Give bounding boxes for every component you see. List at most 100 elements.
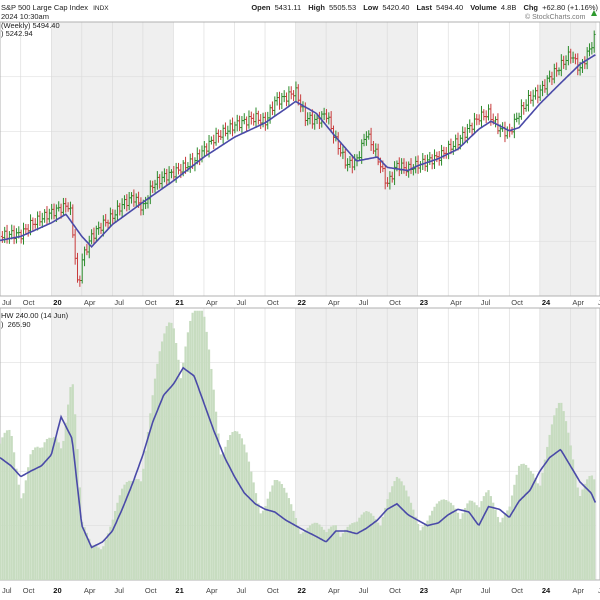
volume-bar	[513, 484, 516, 580]
volume-bar	[85, 532, 89, 580]
volume-bar	[311, 523, 314, 580]
volume-bar	[160, 341, 164, 580]
volume-bar	[172, 328, 175, 580]
volume-bar	[132, 481, 135, 580]
volume-bar	[217, 433, 220, 580]
volume-bar	[10, 436, 13, 580]
x-tick-label: Ju	[598, 298, 600, 307]
volume-bar	[381, 516, 384, 580]
x-tick-label: 21	[175, 298, 183, 307]
volume-bar	[541, 472, 544, 580]
volume-bar	[142, 468, 145, 580]
up-arrow-icon	[591, 10, 597, 16]
volume-bar	[45, 438, 49, 580]
volume-bar	[339, 536, 342, 580]
volume-bar	[285, 492, 288, 580]
volume-bar	[308, 525, 312, 580]
volume-bar	[250, 471, 253, 580]
volume-bar	[283, 487, 286, 580]
volume-bar	[522, 463, 525, 580]
volume-bar	[3, 432, 6, 580]
volume-bar	[318, 524, 321, 580]
volume-bar	[243, 444, 246, 580]
volume-bar	[532, 473, 535, 580]
volume-bar	[24, 480, 27, 580]
open-value: 5431.11	[275, 3, 302, 12]
x-tick-label: 20	[53, 586, 61, 595]
volume-bar	[92, 545, 96, 580]
x-tick-label: Oct	[511, 586, 524, 595]
volume-bar	[207, 349, 211, 580]
volume-bar	[461, 513, 464, 580]
volume-bar	[12, 452, 16, 580]
volume-bar	[231, 432, 234, 580]
volume-bar	[259, 513, 262, 580]
volume-bar	[229, 435, 232, 580]
x-tick-label: Jul	[2, 298, 12, 307]
x-tick-label: Oct	[145, 586, 158, 595]
volume-bar	[581, 489, 584, 580]
volume-bar	[362, 512, 366, 580]
volume-bar	[175, 342, 178, 580]
volume-bar	[501, 517, 504, 580]
x-tick-label: Jul	[236, 298, 246, 307]
volume-bar	[139, 481, 143, 580]
x-tick-label: Apr	[328, 298, 340, 307]
volume-bar	[29, 454, 32, 580]
volume-bar	[17, 484, 20, 580]
volume-bar	[158, 351, 161, 580]
price-legend: (Weekly) 5494.40	[1, 21, 60, 30]
volume-bar	[294, 517, 298, 580]
last-value: 5494.40	[436, 3, 463, 12]
volume-bar	[69, 387, 72, 580]
x-tick-label: Apr	[450, 586, 462, 595]
volume-bar	[113, 511, 117, 580]
x-tick-label: Jul	[359, 586, 369, 595]
volume-bar	[409, 502, 413, 580]
x-tick-label: Jul	[481, 298, 491, 307]
volume-bar	[508, 506, 511, 580]
volume-bar	[499, 522, 502, 580]
volume-bar	[95, 546, 98, 580]
volume-bar	[43, 442, 46, 580]
volume-bar	[177, 359, 180, 580]
volume-bar	[407, 496, 410, 580]
volume-bar	[365, 511, 368, 580]
volume-bar	[379, 525, 382, 580]
volume-bars	[0, 310, 596, 580]
volume-bar	[574, 473, 577, 580]
volume-bar	[219, 454, 222, 580]
volume-bar	[156, 363, 159, 580]
timestamp: 2024 10:30am	[1, 12, 49, 21]
volume-bar	[240, 438, 244, 580]
volume-bar	[222, 452, 225, 580]
x-tick-label: Jul	[359, 298, 369, 307]
volume-bar	[184, 346, 187, 580]
volume-bar	[1, 437, 4, 580]
volume-bar	[186, 332, 189, 580]
volume-bar	[261, 510, 265, 580]
volume-bar	[564, 421, 568, 580]
volume-bar	[428, 515, 431, 580]
volume-bar	[586, 479, 589, 580]
volume-bar	[327, 528, 330, 580]
volume-bar	[456, 512, 460, 580]
volume-bar	[292, 510, 295, 580]
x-tick-label: Jul	[114, 298, 124, 307]
volume-bar	[440, 499, 443, 580]
high-value: 5505.53	[329, 3, 356, 12]
volume-bar	[506, 510, 509, 580]
x-tick-label: Ju	[598, 586, 600, 595]
x-tick-label: Oct	[389, 586, 402, 595]
volume-bar	[116, 502, 119, 580]
volume-bar	[15, 468, 18, 580]
volume-bar	[297, 526, 300, 580]
volume-bar	[588, 476, 591, 580]
x-tick-label: 24	[542, 298, 551, 307]
volume-bar	[0, 443, 2, 580]
volume-label: Volume	[470, 3, 497, 12]
volume-bar	[36, 446, 39, 580]
volume-bar	[257, 503, 260, 580]
volume-bar	[517, 465, 521, 580]
